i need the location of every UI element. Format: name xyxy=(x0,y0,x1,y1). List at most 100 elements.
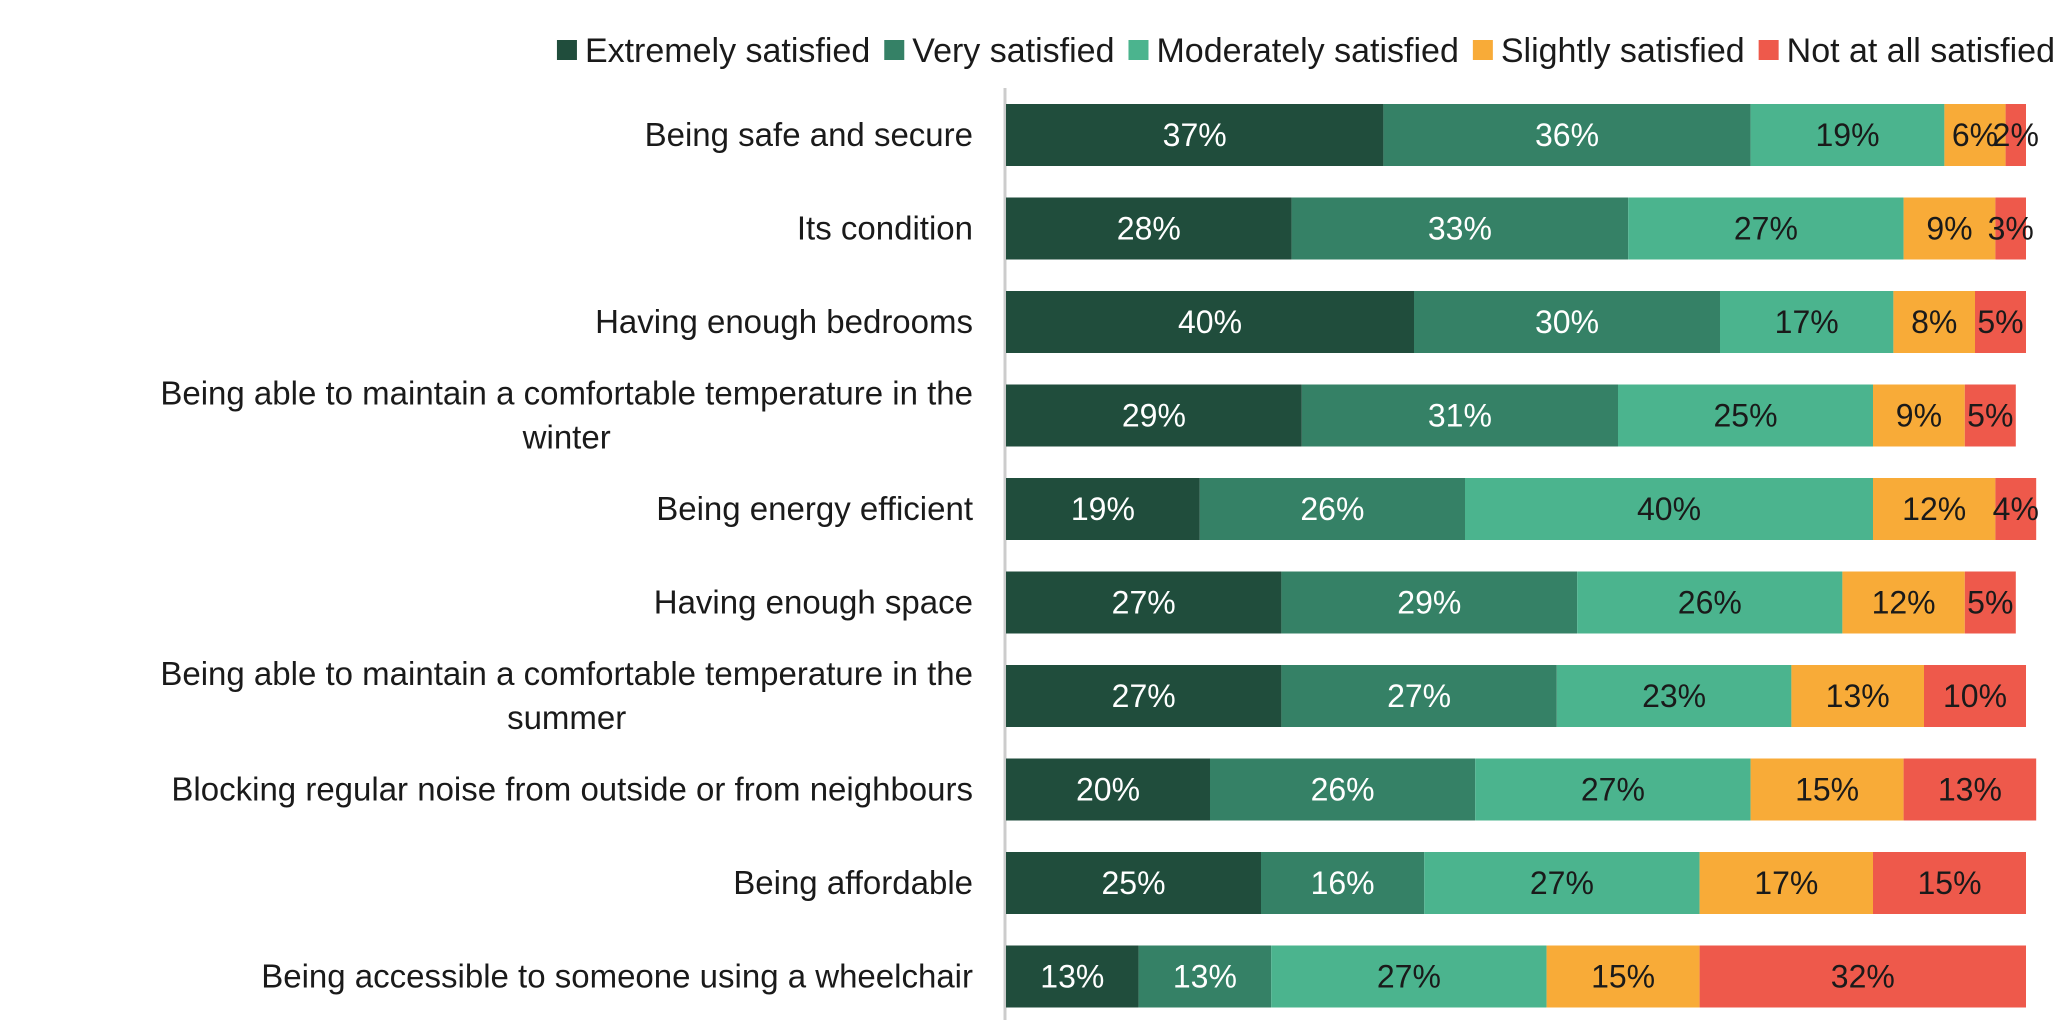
data-label: 5% xyxy=(1977,304,2023,340)
bar-segment-slightly-satisfied xyxy=(1893,291,1975,353)
bar-segment-slightly-satisfied xyxy=(1903,197,1996,260)
data-label: 6% xyxy=(1952,117,1998,153)
data-label: 26% xyxy=(1300,491,1364,527)
data-label: 2% xyxy=(1993,117,2039,153)
category-label: Being affordable xyxy=(733,864,973,901)
bar-segment-very-satisfied xyxy=(1199,478,1465,540)
bar-row-being-able-to-maintain-a-comfortable-tem: 27% 27% 23% 13% 10% xyxy=(1006,665,2026,727)
category-label: Being accessible to someone using a whee… xyxy=(261,958,973,995)
data-label: 13% xyxy=(1938,772,2002,808)
data-label: 13% xyxy=(1173,959,1237,995)
bar-row-being-accessible-to-someone-using-a-whee: 13% 13% 27% 15% 32% xyxy=(1006,945,2026,1008)
bar-segment-not-at-all-satisfied xyxy=(1924,665,2026,727)
category-label: Being energy efficient xyxy=(656,490,973,527)
bar-segment-extremely-satisfied xyxy=(1006,384,1302,447)
legend-label: Not at all satisfied xyxy=(1787,32,2055,70)
bar-segment-not-at-all-satisfied xyxy=(1995,478,2037,540)
bar-segment-slightly-satisfied xyxy=(1750,758,1904,821)
data-label: 13% xyxy=(1040,959,1104,995)
data-label: 27% xyxy=(1581,772,1645,808)
bar-segment-extremely-satisfied xyxy=(1006,104,1384,166)
legend-swatch xyxy=(1758,40,1779,60)
bar-segment-extremely-satisfied xyxy=(1006,197,1292,260)
bar-segment-not-at-all-satisfied xyxy=(1975,291,2026,353)
bar-segment-not-at-all-satisfied xyxy=(1995,197,2026,260)
bar-segment-slightly-satisfied xyxy=(1699,852,1873,914)
bar-segment-very-satisfied xyxy=(1281,571,1578,634)
data-label: 15% xyxy=(1591,959,1655,995)
bar-row-being-safe-and-secure: 37% 36% 19% 6%2% xyxy=(1006,104,2039,166)
bar-segment-slightly-satisfied xyxy=(1546,945,1700,1008)
bar-segment-extremely-satisfied xyxy=(1006,571,1282,634)
bar-row-being-affordable: 25% 16% 27% 17% 15% xyxy=(1006,852,2026,914)
bar-segment-very-satisfied xyxy=(1281,665,1557,727)
bar-segment-very-satisfied xyxy=(1301,384,1618,447)
legend-swatch xyxy=(1128,40,1149,60)
data-label: 27% xyxy=(1734,211,1798,247)
data-label: 27% xyxy=(1530,865,1594,901)
data-label: 30% xyxy=(1535,304,1599,340)
data-label: 29% xyxy=(1397,585,1461,621)
data-label: 13% xyxy=(1826,678,1890,714)
category-label: Blocking regular noise from outside or f… xyxy=(171,771,973,808)
bar-segment-moderately-satisfied xyxy=(1628,197,1904,260)
bar-segment-moderately-satisfied xyxy=(1475,758,1751,821)
bar-segment-not-at-all-satisfied xyxy=(1964,571,2016,634)
data-label: 9% xyxy=(1926,211,1972,247)
data-label: 40% xyxy=(1637,491,1701,527)
bar-segment-not-at-all-satisfied xyxy=(1699,945,2026,1008)
bar-segment-slightly-satisfied xyxy=(1873,384,1965,447)
data-label: 23% xyxy=(1642,678,1706,714)
bar-segment-very-satisfied xyxy=(1414,291,1720,353)
data-label: 40% xyxy=(1178,304,1242,340)
data-label: 9% xyxy=(1896,398,1942,434)
bar-segment-extremely-satisfied xyxy=(1006,478,1200,540)
data-label: 4% xyxy=(1993,491,2039,527)
bar-segment-extremely-satisfied xyxy=(1006,291,1414,353)
legend-label: Very satisfied xyxy=(912,32,1114,70)
category-label: Being safe and secure xyxy=(645,116,973,153)
legend-item-moderately-satisfied: Moderately satisfied xyxy=(1128,32,1459,70)
bar-segment-very-satisfied xyxy=(1291,197,1629,260)
bar-segment-extremely-satisfied xyxy=(1006,852,1261,914)
data-label: 12% xyxy=(1902,491,1966,527)
bar-segment-very-satisfied xyxy=(1261,852,1425,914)
bar-segment-extremely-satisfied xyxy=(1006,945,1139,1008)
legend-item-not-at-all-satisfied: Not at all satisfied xyxy=(1758,32,2055,70)
data-label: 19% xyxy=(1815,117,1879,153)
category-label: Its condition xyxy=(797,210,973,247)
data-label: 36% xyxy=(1535,117,1599,153)
category-label: Having enough bedrooms xyxy=(595,303,973,340)
bar-segment-slightly-satisfied xyxy=(1944,104,2006,166)
data-label: 15% xyxy=(1795,772,1859,808)
bar-segment-slightly-satisfied xyxy=(1873,478,1996,540)
data-label: 5% xyxy=(1967,398,2013,434)
data-label: 10% xyxy=(1943,678,2007,714)
bar-row-having-enough-bedrooms: 40% 30% 17% 8% 5% xyxy=(1006,291,2026,353)
data-label: 27% xyxy=(1387,678,1451,714)
bar-segment-not-at-all-satisfied xyxy=(2005,104,2026,166)
data-label: 8% xyxy=(1911,304,1957,340)
bar-segment-not-at-all-satisfied xyxy=(1873,852,2026,914)
data-label: 20% xyxy=(1076,772,1140,808)
bar-row-being-able-to-maintain-a-comfortable-tem: 29% 31% 25% 9% 5% xyxy=(1006,384,2016,447)
bar-segment-moderately-satisfied xyxy=(1556,665,1792,727)
data-label: 27% xyxy=(1112,585,1176,621)
legend-item-extremely-satisfied: Extremely satisfied xyxy=(556,32,870,70)
bar-segment-slightly-satisfied xyxy=(1791,665,1924,727)
data-label: 12% xyxy=(1872,585,1936,621)
bar-row-being-energy-efficient: 19% 26% 40% 12% 4% xyxy=(1006,478,2039,540)
legend-item-slightly-satisfied: Slightly satisfied xyxy=(1472,32,1745,70)
category-label: Being able to maintain a comfortable tem… xyxy=(160,655,973,736)
bar-row-its-condition: 28% 33% 27% 9% 3% xyxy=(1006,197,2034,260)
legend-label: Extremely satisfied xyxy=(585,32,870,70)
category-label: Being able to maintain a comfortable tem… xyxy=(160,375,973,456)
data-label: 17% xyxy=(1775,304,1839,340)
bar-segment-moderately-satisfied xyxy=(1750,104,1945,166)
data-label: 27% xyxy=(1377,959,1441,995)
bar-segment-not-at-all-satisfied xyxy=(1964,384,2016,447)
bar-segment-very-satisfied xyxy=(1383,104,1751,166)
data-label: 31% xyxy=(1428,398,1492,434)
data-label: 37% xyxy=(1163,117,1227,153)
